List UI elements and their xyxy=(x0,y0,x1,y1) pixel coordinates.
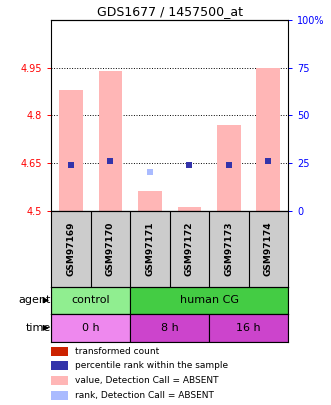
Text: agent: agent xyxy=(18,295,51,305)
Text: 8 h: 8 h xyxy=(161,323,178,333)
Bar xyxy=(51,361,68,370)
Bar xyxy=(130,287,288,314)
Bar xyxy=(99,71,122,211)
Text: 0 h: 0 h xyxy=(82,323,100,333)
Text: value, Detection Call = ABSENT: value, Detection Call = ABSENT xyxy=(75,376,218,385)
Bar xyxy=(257,68,280,211)
Text: GSM97171: GSM97171 xyxy=(145,221,155,276)
Text: 16 h: 16 h xyxy=(236,323,261,333)
Bar xyxy=(51,376,68,385)
Text: control: control xyxy=(71,295,110,305)
Text: human CG: human CG xyxy=(180,295,239,305)
Bar xyxy=(130,314,209,341)
Bar xyxy=(209,314,288,341)
Bar xyxy=(59,90,83,211)
Bar xyxy=(51,314,130,341)
Text: time: time xyxy=(25,323,51,333)
Text: rank, Detection Call = ABSENT: rank, Detection Call = ABSENT xyxy=(75,391,214,400)
Text: percentile rank within the sample: percentile rank within the sample xyxy=(75,361,228,371)
Bar xyxy=(138,192,162,211)
Text: GSM97174: GSM97174 xyxy=(264,221,273,276)
Bar xyxy=(51,347,68,356)
Text: transformed count: transformed count xyxy=(75,347,159,356)
Title: GDS1677 / 1457500_at: GDS1677 / 1457500_at xyxy=(97,5,243,18)
Bar xyxy=(217,125,241,211)
Text: GSM97172: GSM97172 xyxy=(185,221,194,276)
Bar xyxy=(51,391,68,400)
Bar xyxy=(51,287,130,314)
Text: GSM97170: GSM97170 xyxy=(106,222,115,276)
Bar xyxy=(177,207,201,211)
Text: GSM97173: GSM97173 xyxy=(224,221,233,276)
Text: GSM97169: GSM97169 xyxy=(67,221,75,276)
